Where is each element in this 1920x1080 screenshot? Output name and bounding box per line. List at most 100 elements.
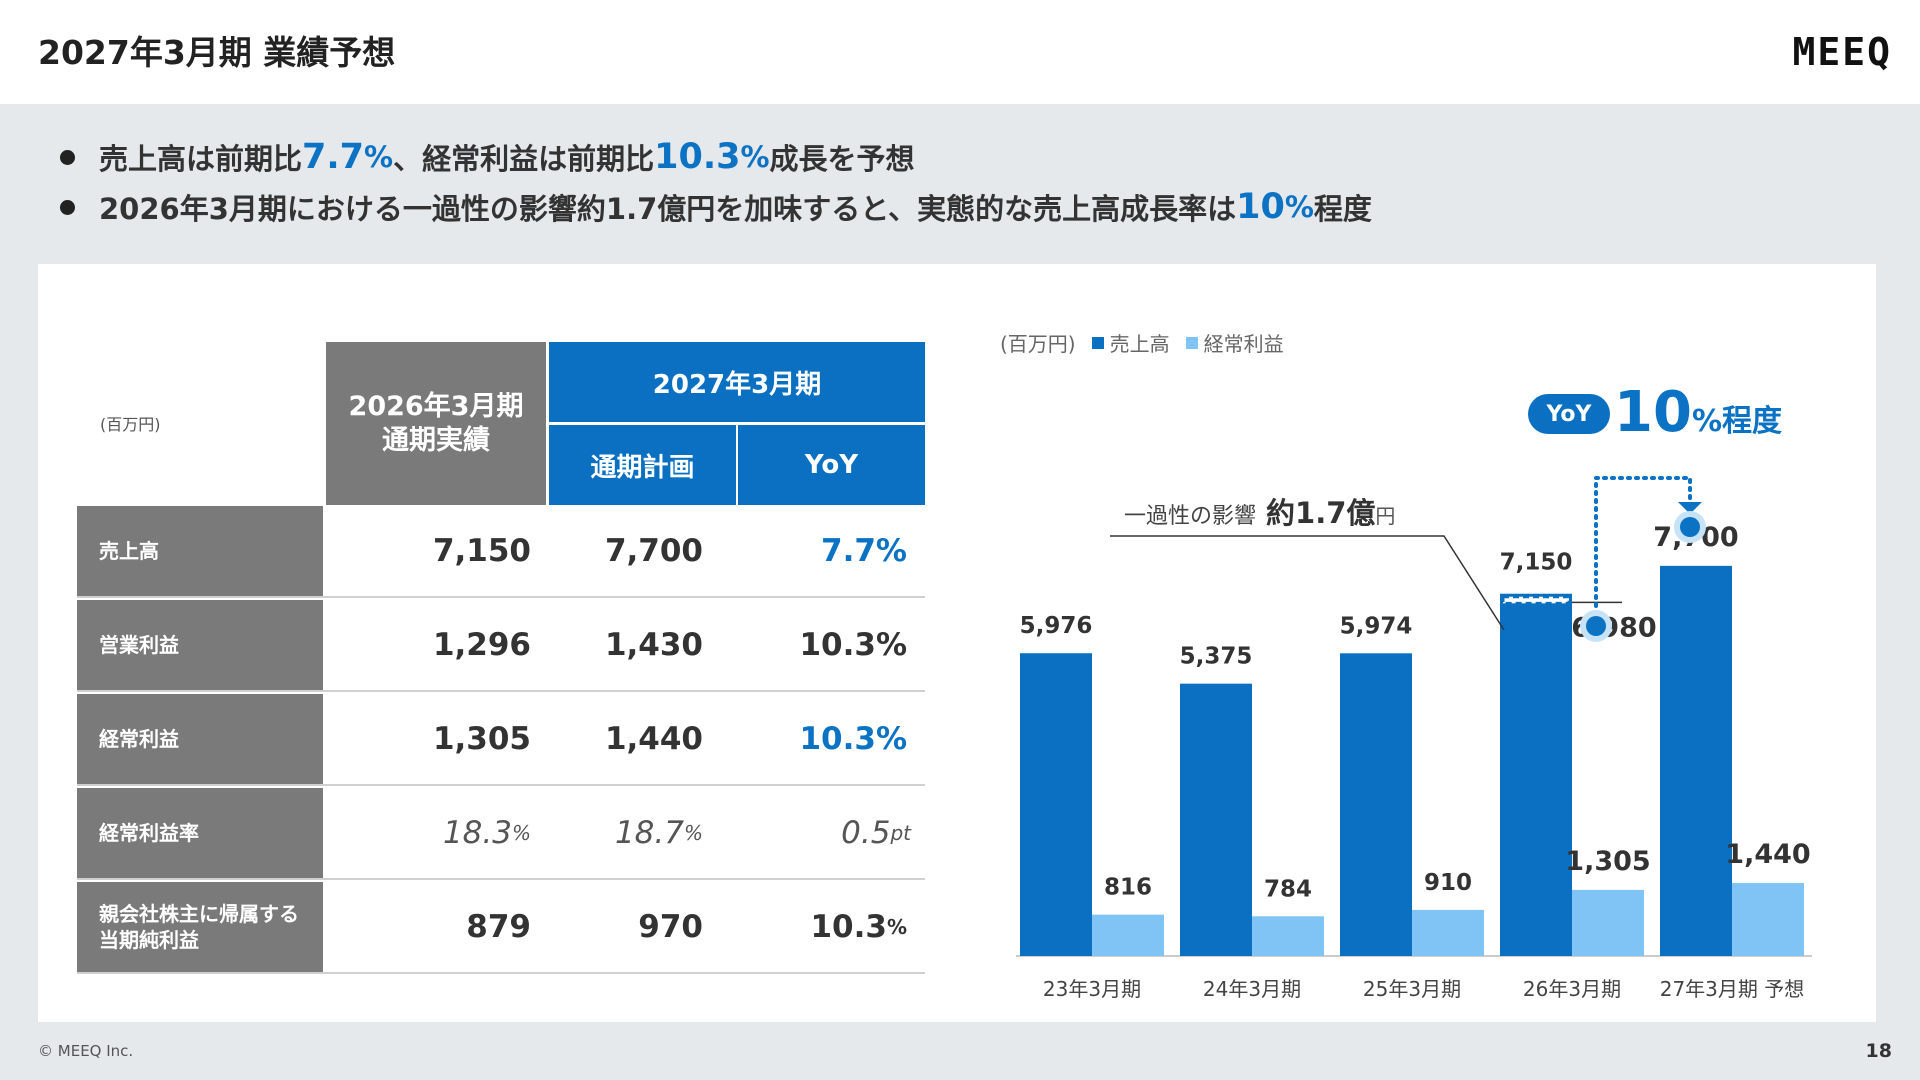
cell-plan: 7,700 — [604, 533, 703, 569]
header: 2027年3月期 業績予想 MEEQ — [0, 0, 1920, 104]
bullet-2: 2026年3月期における一過性の影響約1.7億円を加味すると、実態的な売上高成長… — [60, 182, 1372, 232]
copyright: © MEEQ Inc. — [38, 1042, 134, 1060]
page-number: 18 — [1865, 1040, 1892, 1062]
data-label-sales: 5,375 — [1180, 644, 1253, 670]
table-row: 親会社株主に帰属する 当期純利益 879 970 10.3% — [77, 882, 925, 974]
bullet-2-pct: % — [1284, 190, 1314, 224]
bullet-dot — [60, 149, 75, 165]
cell-actual-value: 18.3 — [442, 815, 512, 851]
cell-yoy-value: 0.5 — [841, 815, 891, 851]
cell-yoy: 10.3% — [707, 882, 907, 972]
marker-dot-2027 — [1680, 517, 1700, 537]
yoy-dotted-path — [1594, 476, 1692, 608]
cell-yoy: 10.3% — [799, 627, 907, 663]
legend-sales: 売上高 — [1109, 332, 1170, 356]
bullet-1-pct-2: % — [740, 140, 770, 174]
x-tick-label: 26年3月期 — [1523, 977, 1621, 1001]
data-label-ordinary: 816 — [1104, 875, 1152, 901]
bar-sales — [1020, 653, 1092, 956]
onetime-label: 一過性の影響 — [1124, 504, 1257, 529]
cell-actual: 1,305 — [432, 721, 531, 757]
table-row: 経常利益率 18.3% 18.7% 0.5 pt — [77, 788, 925, 880]
cell-plan: 970 — [638, 909, 703, 945]
header-yoy: YoY — [738, 425, 925, 505]
cell-plan-value: 18.7 — [614, 815, 684, 851]
x-tick-label: 24年3月期 — [1203, 977, 1301, 1001]
row-label: 経常利益率 — [77, 788, 323, 878]
table-unit-label: (百万円) — [100, 415, 161, 434]
bullet-1-pct: % — [364, 140, 394, 174]
x-tick-label: 25年3月期 — [1363, 977, 1461, 1001]
legend-swatch-sales — [1091, 336, 1104, 349]
yoy-badge: YoY — [1528, 394, 1610, 434]
data-label-sales: 5,974 — [1340, 613, 1413, 639]
x-tick-label: 23年3月期 — [1043, 977, 1141, 1001]
cell-yoy: 0.5 pt — [707, 788, 911, 878]
bullet-2-text-a: 2026年3月期における一過性の影響約1.7億円を加味すると、実態的な売上高成長… — [99, 192, 1237, 226]
bullet-1-profit-growth: 10.3 — [654, 137, 741, 177]
bar-ordinary — [1572, 889, 1644, 956]
cell-plan: 1,430 — [604, 627, 703, 663]
bullet-1-text-g: 成長を予想 — [769, 142, 915, 176]
summary-bullets: 売上高は前期比 7.7% 、経常利益は前期比 10.3% 成長を予想 2026年3月期… — [60, 132, 1372, 232]
table-row: 売上高 7,150 7,700 7.7% — [77, 506, 925, 598]
bar-sales — [1660, 565, 1732, 956]
header-2026-line1: 2026年3月期 — [348, 390, 524, 422]
onetime-callout: 一過性の影響 約1.7億 円 — [1124, 490, 1395, 532]
bar-ordinary — [1092, 914, 1164, 956]
chart-unit-label: (百万円) — [1000, 332, 1076, 356]
bar-ordinary — [1412, 909, 1484, 956]
yoy-callout: 10 %程度 — [1614, 380, 1782, 445]
bullet-2-text-d: 程度 — [1313, 192, 1372, 226]
marker-dot-2026 — [1586, 616, 1606, 636]
cell-yoy-unit: pt — [890, 821, 911, 845]
chart-legend: (百万円) 売上高 経常利益 — [1000, 328, 1284, 357]
cell-yoy: 10.3% — [799, 721, 907, 757]
bar-ordinary — [1732, 883, 1804, 956]
cell-actual: 7,150 — [432, 533, 531, 569]
bullet-dot — [60, 199, 75, 215]
bar-sales — [1180, 683, 1252, 956]
table-row: 営業利益 1,296 1,430 10.3% — [77, 600, 925, 692]
legend-ordinary: 経常利益 — [1203, 332, 1284, 356]
page-title: 2027年3月期 業績予想 — [38, 33, 396, 72]
bar-ordinary — [1252, 916, 1324, 956]
cell-plan: 18.7% — [537, 788, 703, 878]
cell-yoy-value: 10.3 — [810, 909, 887, 945]
data-label-sales: 5,976 — [1020, 613, 1093, 639]
onetime-unit: 円 — [1375, 504, 1396, 528]
cell-plan: 1,440 — [604, 721, 703, 757]
onetime-effect-box — [1501, 595, 1571, 605]
data-label-ordinary: 910 — [1424, 870, 1472, 896]
bullet-1-text-d: 、経常利益は前期比 — [393, 142, 655, 176]
bullet-1: 売上高は前期比 7.7% 、経常利益は前期比 10.3% 成長を予想 — [60, 132, 1372, 182]
row-label-line2: 当期純利益 — [99, 928, 199, 952]
yoy-callout-suffix: %程度 — [1691, 404, 1782, 439]
row-label: 経常利益 — [77, 694, 323, 784]
header-plan: 通期計画 — [549, 425, 736, 505]
yoy-arrowhead — [1678, 502, 1702, 514]
cell-yoy-unit: % — [886, 915, 907, 939]
row-label-line1: 親会社株主に帰属する — [99, 902, 299, 926]
row-label: 親会社株主に帰属する 当期純利益 — [77, 882, 323, 972]
bar-sales — [1340, 653, 1412, 956]
onetime-leader-line — [1110, 535, 1505, 631]
header-2027: 2027年3月期 — [549, 342, 925, 422]
cell-actual: 1,296 — [432, 627, 531, 663]
x-tick-label: 27年3月期 予想 — [1660, 977, 1805, 1001]
data-label-ordinary: 1,305 — [1565, 846, 1650, 877]
meeq-logo: MEEQ — [1792, 30, 1892, 74]
yoy-callout-number: 10 — [1614, 380, 1692, 445]
bullet-1-text-a: 売上高は前期比 — [99, 142, 303, 176]
cell-yoy: 7.7% — [821, 533, 907, 569]
header-2026-actual: 2026年3月期 通期実績 — [326, 342, 546, 505]
data-label-sales: 7,150 — [1500, 550, 1573, 576]
bar-sales — [1500, 593, 1572, 956]
cell-actual: 879 — [466, 909, 531, 945]
bullet-1-sales-growth: 7.7 — [302, 137, 365, 177]
row-label: 営業利益 — [77, 600, 323, 690]
header-2026-line2: 通期実績 — [382, 424, 490, 456]
data-label-ordinary: 784 — [1264, 876, 1312, 902]
legend-swatch-ordinary — [1185, 336, 1198, 349]
